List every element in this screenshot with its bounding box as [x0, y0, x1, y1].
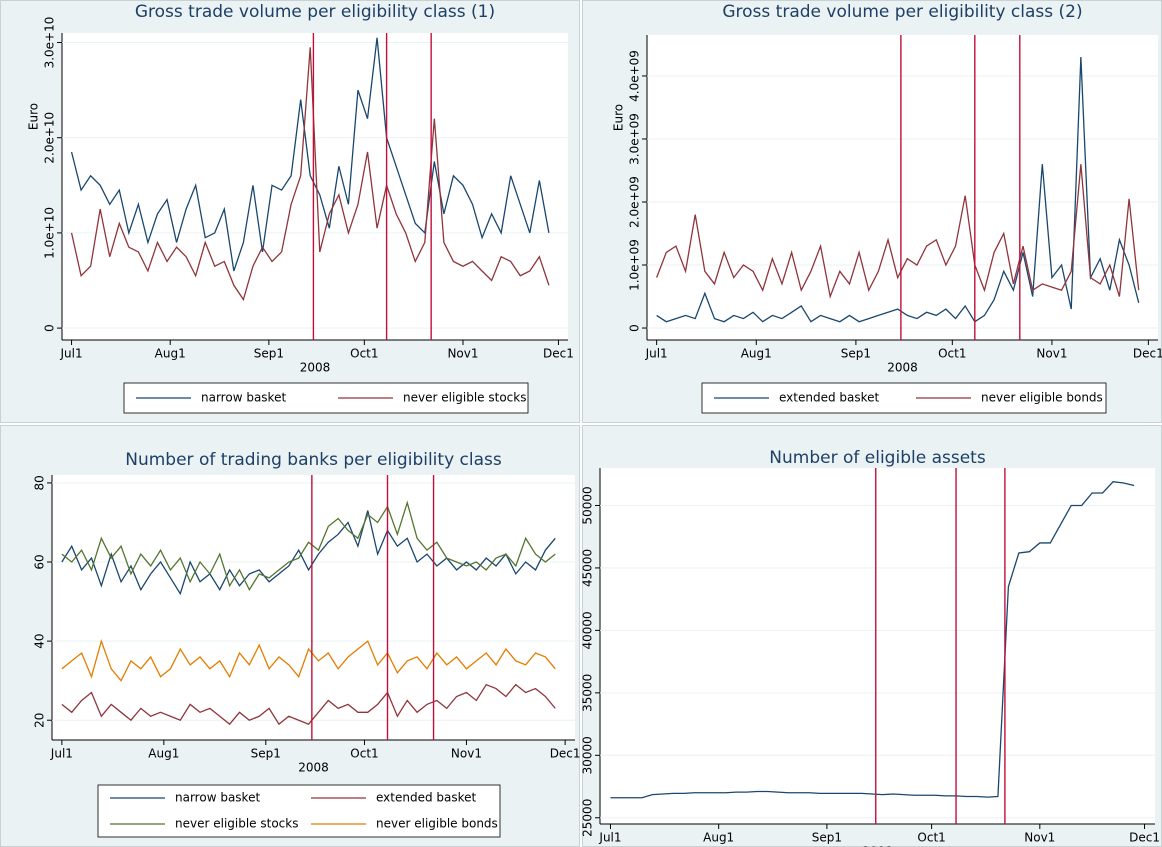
series-line	[61, 683, 556, 726]
chart-title: Gross trade volume per eligibility class…	[135, 2, 495, 22]
x-tick-label: Sep1	[841, 347, 871, 361]
x-tick-label: Sep1	[251, 747, 281, 761]
x-tick-label: Sep1	[254, 347, 284, 361]
x-tick-label: Jul1	[50, 747, 73, 761]
legend-label: never eligible stocks	[175, 817, 298, 831]
y-tick-label: 35000	[581, 674, 595, 712]
y-tick-label: 0	[43, 324, 57, 332]
y-tick-label: 80	[33, 475, 47, 490]
plot-area	[647, 35, 1158, 340]
x-tick-label: Jul1	[598, 831, 621, 845]
x-tick-label: Dec1	[543, 347, 574, 361]
series-line	[61, 500, 556, 592]
legend-label: never eligible stocks	[403, 391, 526, 405]
x-tick-label: Oct1	[350, 747, 378, 761]
y-tick-label: 4.0e+09	[628, 50, 642, 102]
panel: Gross trade volume per eligibility class…	[582, 0, 1162, 423]
x-axis-title: 2008	[887, 361, 918, 375]
plot-area	[52, 475, 575, 740]
x-tick-label: Aug1	[703, 831, 734, 845]
y-tick-label: 30000	[581, 736, 595, 774]
y-tick-label: 45000	[581, 549, 595, 587]
y-tick-label: 3.0e+09	[628, 113, 642, 165]
y-tick-label: 60	[33, 554, 47, 569]
panel: Number of eligible assets 25000 30000 35000…	[581, 425, 1162, 847]
x-axis-title: 2008	[298, 761, 329, 775]
x-tick-label: Oct1	[350, 347, 378, 361]
legend-box	[701, 382, 1107, 414]
x-tick-label: Oct1	[917, 831, 945, 845]
x-tick-label: Nov1	[1036, 347, 1067, 361]
series-line	[656, 164, 1140, 299]
legend-label: never eligible bonds	[376, 817, 498, 831]
x-tick-label: Jul1	[59, 347, 82, 361]
x-tick-label: Dec1	[550, 747, 581, 761]
x-axis-title: 2008	[300, 361, 331, 375]
x-tick-label: Jul1	[645, 347, 668, 361]
legend-box	[97, 784, 501, 838]
y-axis-title: Euro	[27, 103, 41, 130]
y-tick-label: 40000	[581, 611, 595, 649]
x-tick-label: Nov1	[451, 747, 482, 761]
y-tick-label: 1.0e+10	[43, 207, 57, 259]
y-tick-label: 50000	[581, 486, 595, 524]
y-tick-label: 3.0e+10	[43, 17, 57, 69]
legend-label: narrow basket	[201, 391, 286, 405]
x-tick-label: Dec1	[1129, 831, 1160, 845]
series-line	[656, 57, 1140, 323]
legend-label: extended basket	[376, 791, 477, 805]
chart-title: Number of eligible assets	[769, 448, 986, 468]
x-tick-label: Oct1	[938, 347, 966, 361]
y-tick-label: 20	[33, 713, 47, 728]
series-line	[61, 510, 556, 596]
legend-label: narrow basket	[175, 791, 260, 805]
plot-area	[600, 468, 1155, 824]
legend-label: never eligible bonds	[981, 391, 1103, 405]
legend-box	[123, 382, 529, 414]
x-tick-label: Aug1	[741, 347, 772, 361]
y-tick-label: 1.0e+09	[628, 239, 642, 291]
y-axis-title: Euro	[612, 104, 626, 131]
series-line	[61, 638, 556, 682]
panel: Number of trading banks per eligibility …	[0, 425, 581, 847]
series-line	[70, 47, 550, 302]
x-tick-label: Nov1	[1024, 831, 1055, 845]
x-tick-label: Aug1	[155, 347, 186, 361]
legend-label: extended basket	[779, 391, 880, 405]
series-line	[70, 37, 550, 272]
y-tick-label: 40	[33, 633, 47, 648]
panel: Gross trade volume per eligibility class…	[0, 0, 580, 423]
x-tick-label: Aug1	[148, 747, 179, 761]
x-tick-label: Sep1	[812, 831, 842, 845]
series-line	[610, 481, 1135, 799]
x-tick-label: Dec1	[1133, 347, 1162, 361]
x-tick-label: Nov1	[447, 347, 478, 361]
y-tick-label: 2.0e+09	[628, 176, 642, 228]
chart-title: Gross trade volume per eligibility class…	[722, 2, 1082, 22]
x-axis-title: 2008	[862, 845, 893, 847]
y-tick-label: 0	[628, 324, 642, 332]
y-tick-label: 2.0e+10	[43, 112, 57, 164]
chart-title: Number of trading banks per eligibility …	[125, 450, 502, 470]
y-tick-label: 25000	[581, 799, 595, 837]
